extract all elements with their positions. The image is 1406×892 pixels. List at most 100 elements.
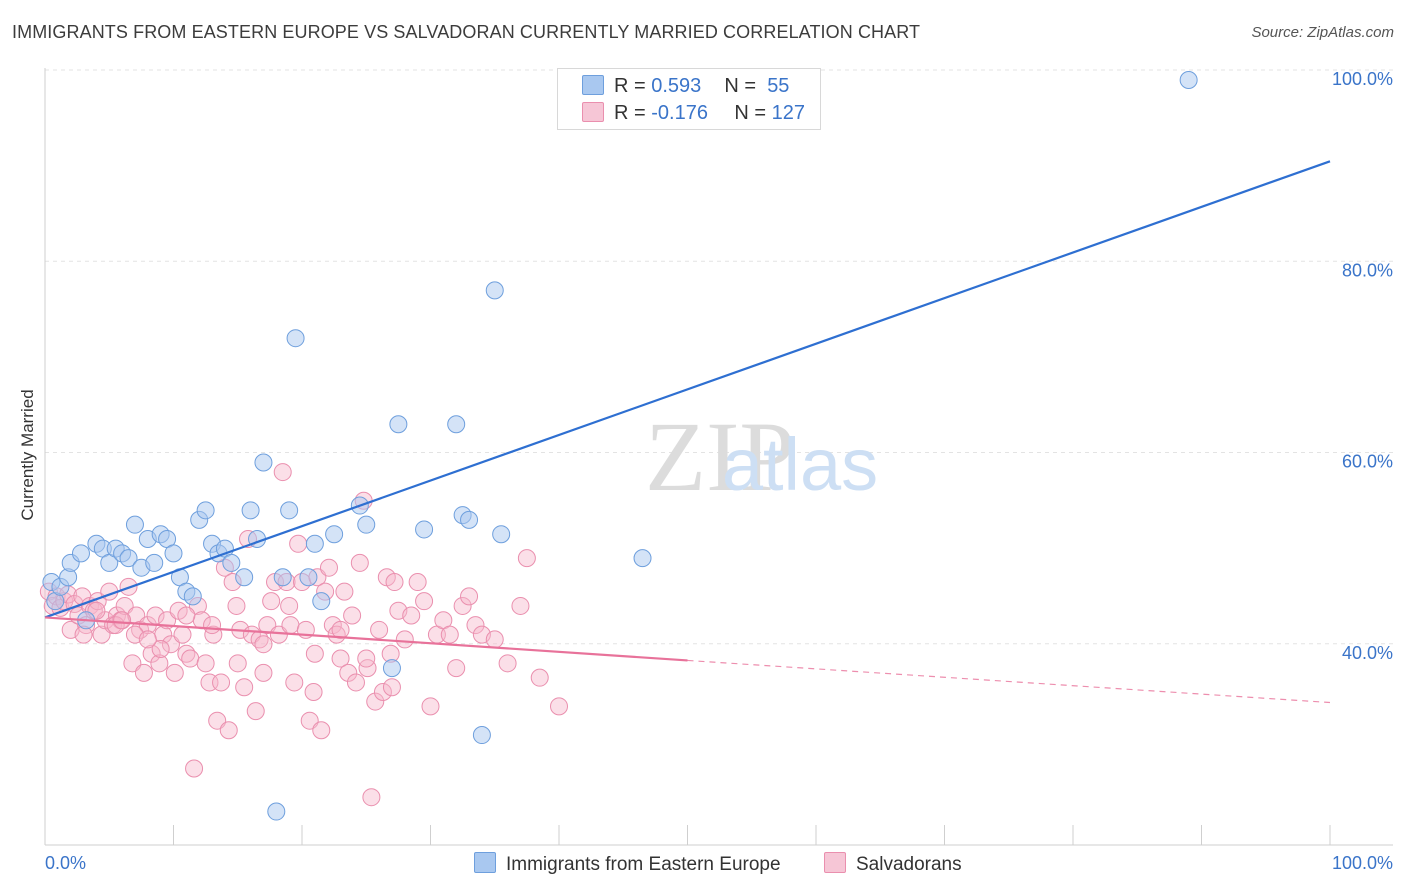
salvadoran-point xyxy=(362,788,381,807)
salvadoran-point xyxy=(185,759,204,778)
salvadoran-trend-line-extrapolated xyxy=(687,659,1331,704)
legend-swatch-blue xyxy=(582,75,604,95)
salvadoran-point xyxy=(273,463,292,482)
eastern-europe-point xyxy=(325,525,344,544)
salvadoran-point xyxy=(254,635,273,654)
correlation-legend: R = 0.593 N = 55 R = -0.176 N = 127 xyxy=(557,68,821,130)
x-tick-label: 0.0% xyxy=(45,853,86,873)
salvadoran-point xyxy=(181,649,200,668)
salvadoran-point xyxy=(530,668,549,687)
salvadoran-point xyxy=(227,596,246,615)
salvadoran-point xyxy=(212,673,231,692)
salvadoran-point xyxy=(161,635,180,654)
salvadoran-point xyxy=(289,534,308,553)
salvadoran-point xyxy=(517,549,536,568)
salvadoran-point xyxy=(204,625,223,644)
eastern-europe-point xyxy=(267,802,286,821)
eastern-europe-point xyxy=(222,553,241,572)
salvadoran-point xyxy=(203,616,222,635)
salvadoran-point xyxy=(366,692,385,711)
legend-n-label: N = xyxy=(724,75,757,97)
y-tick-label: 40.0% xyxy=(1342,643,1393,663)
legend-r-value: -0.176 xyxy=(651,102,708,124)
eastern-europe-point xyxy=(241,501,260,520)
salvadoran-point xyxy=(421,697,440,716)
salvadoran-point xyxy=(453,596,472,615)
salvadoran-point xyxy=(165,663,184,682)
legend-n-label: N = xyxy=(734,102,767,124)
eastern-europe-point xyxy=(472,726,491,745)
salvadoran-point xyxy=(498,654,517,673)
salvadoran-point xyxy=(415,592,434,611)
salvadoran-point xyxy=(339,663,358,682)
eastern-europe-point xyxy=(492,525,511,544)
salvadoran-point xyxy=(346,673,365,692)
trend-lines xyxy=(44,160,1331,704)
salvadoran-point xyxy=(385,573,404,592)
legend-r-value: 0.593 xyxy=(651,75,702,97)
salvadoran-point xyxy=(331,620,350,639)
eastern-europe-points xyxy=(42,71,1198,821)
watermark-atlas: atlas xyxy=(722,423,878,506)
salvadoran-point xyxy=(134,663,153,682)
salvadoran-point xyxy=(511,596,530,615)
watermark-zip: ZIP xyxy=(645,401,795,512)
salvadoran-point xyxy=(258,616,277,635)
bottom-legend-salvadorans: Salvadorans xyxy=(824,852,962,876)
salvadoran-point xyxy=(138,630,157,649)
salvadoran-point xyxy=(460,587,479,606)
salvadoran-point xyxy=(395,630,414,649)
eastern-europe-point xyxy=(145,553,164,572)
chart-title: IMMIGRANTS FROM EASTERN EUROPE VS SALVAD… xyxy=(12,22,921,42)
legend-n-value: 127 xyxy=(771,102,805,124)
tick-labels: 40.0% 60.0% 80.0% 100.0% 0.0% 100.0% xyxy=(45,69,1393,873)
eastern-europe-point xyxy=(164,544,183,563)
salvadoran-point xyxy=(485,630,504,649)
eastern-europe-point xyxy=(447,415,466,434)
salvadoran-point xyxy=(312,721,331,740)
salvadoran-point xyxy=(235,678,254,697)
salvadoran-point xyxy=(304,683,323,701)
salvadoran-point xyxy=(262,592,281,611)
eastern-europe-point xyxy=(286,329,305,348)
grid-lines xyxy=(45,69,1393,645)
salvadoran-point xyxy=(151,639,170,658)
salvadoran-point xyxy=(331,649,350,668)
salvadoran-point xyxy=(343,606,362,625)
salvadoran-point xyxy=(382,678,401,697)
salvadoran-point xyxy=(335,582,354,601)
bottom-legend-label: Immigrants from Eastern Europe xyxy=(506,854,781,875)
legend-r-label: R = xyxy=(614,102,646,124)
eastern-europe-point xyxy=(273,568,292,587)
salvadoran-point xyxy=(350,553,369,572)
eastern-europe-point xyxy=(235,568,254,587)
legend-row-salvadorans: R = -0.176 N = 127 xyxy=(582,102,805,126)
eastern-europe-point xyxy=(460,510,479,529)
salvadoran-point xyxy=(370,620,389,639)
salvadoran-point xyxy=(92,625,111,644)
eastern-europe-point xyxy=(415,520,434,539)
salvadoran-point xyxy=(208,711,227,730)
salvadoran-point xyxy=(319,558,338,577)
salvadoran-point xyxy=(466,616,485,635)
salvadoran-point xyxy=(305,644,324,663)
salvadoran-point xyxy=(408,573,427,592)
bottom-legend-eastern-europe: Immigrants from Eastern Europe xyxy=(474,852,781,876)
legend-n-value: 55 xyxy=(767,75,790,97)
salvadoran-point xyxy=(219,721,238,740)
salvadoran-point xyxy=(281,616,300,635)
salvadoran-point xyxy=(177,606,196,625)
axes xyxy=(44,68,1393,846)
bottom-legend-swatch-blue xyxy=(474,852,496,873)
eastern-europe-point xyxy=(485,281,504,300)
salvadoran-point xyxy=(196,654,215,673)
y-tick-label: 60.0% xyxy=(1342,452,1393,472)
salvadoran-trend-line xyxy=(44,616,688,662)
eastern-europe-point xyxy=(357,515,376,534)
eastern-europe-point xyxy=(633,549,652,568)
eastern-europe-point xyxy=(305,534,324,553)
eastern-europe-point xyxy=(382,659,401,678)
salvadoran-point xyxy=(228,654,247,673)
eastern-europe-point xyxy=(71,544,90,563)
legend-swatch-pink xyxy=(582,102,604,122)
